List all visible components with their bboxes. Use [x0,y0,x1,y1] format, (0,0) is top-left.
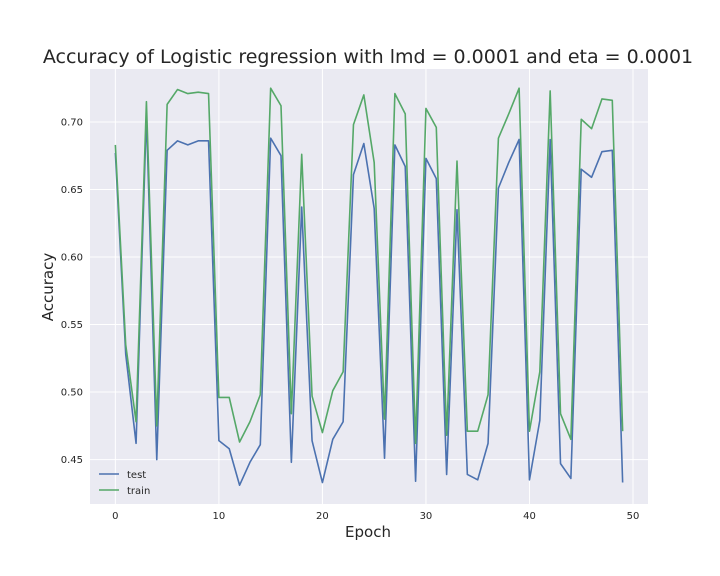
x-tick-label: 20 [316,511,329,522]
x-axis-ticks: 0 10 20 30 40 50 [112,511,639,522]
x-axis-label: Epoch [345,523,391,541]
y-tick-label: 0.70 [61,117,83,128]
series-lines [114,87,624,487]
y-tick-label: 0.50 [61,388,83,399]
chart-title: Accuracy of Logistic regression with lmd… [43,46,693,68]
series-line-test [114,114,624,487]
x-tick-label: 50 [627,511,640,522]
y-tick-label: 0.65 [61,185,83,196]
y-axis-ticks: 0.45 0.50 0.55 0.60 0.65 0.70 [61,117,83,466]
x-tick-label: 10 [213,511,226,522]
y-tick-label: 0.55 [61,320,83,331]
y-tick-label: 0.45 [61,455,83,466]
x-tick-label: 40 [523,511,536,522]
y-axis-label: Accuracy [39,253,57,322]
plot-area [90,69,648,504]
x-tick-label: 30 [420,511,433,522]
legend-label-train: train [127,486,150,497]
x-tick-label: 0 [112,511,118,522]
y-tick-label: 0.60 [61,252,83,263]
legend-label-test: test [127,470,146,481]
legend: test train [99,470,150,497]
series-line-train [114,87,624,445]
